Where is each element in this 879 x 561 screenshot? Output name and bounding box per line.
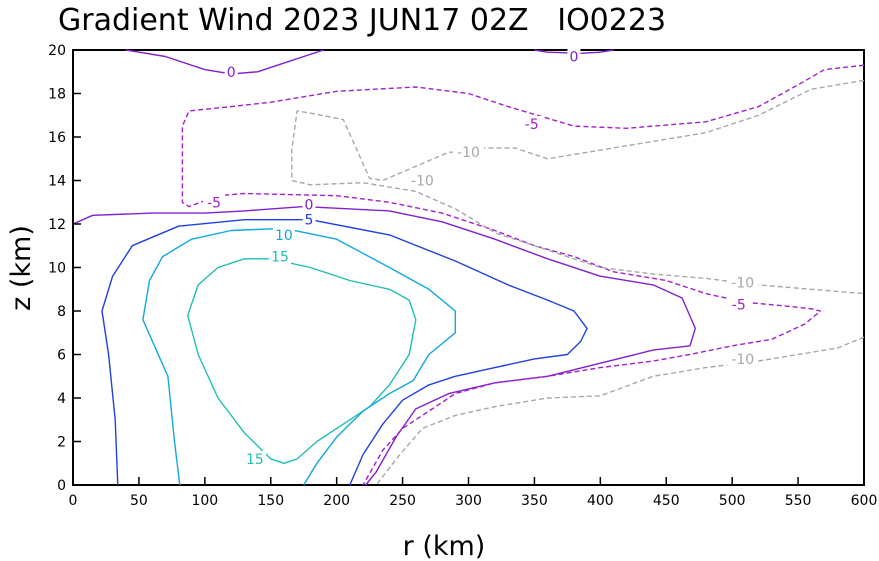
- x-tick-label: 0: [69, 493, 78, 509]
- contour-line-5: [101, 219, 588, 486]
- y-axis-ticks: 0 2 4 6 8 10 12 14 16 18 20: [48, 43, 81, 494]
- contour-label-background: [520, 115, 543, 132]
- contour-label: 10: [275, 228, 293, 244]
- y-tick-label: 10: [48, 261, 66, 277]
- contour-label: -10: [457, 145, 480, 161]
- contour-line-neg5: [181, 64, 865, 486]
- x-tick-label: 450: [653, 493, 680, 509]
- contour-layer: [72, 49, 865, 486]
- x-tick-label: 350: [521, 493, 548, 509]
- contour-label: -5: [207, 195, 221, 211]
- contour-line-neg10: [291, 79, 865, 295]
- contour-line-0: [125, 49, 324, 75]
- contour-label-background: [224, 63, 238, 80]
- contour-label: 15: [246, 452, 264, 468]
- x-tick-label: 50: [130, 493, 148, 509]
- x-tick-label: 100: [191, 493, 218, 509]
- contour-label: -5: [525, 117, 539, 133]
- contour-label: -10: [731, 352, 754, 368]
- y-axis-label: z (km): [6, 225, 37, 311]
- y-tick-label: 18: [48, 87, 66, 103]
- x-axis-ticks: 0 50 100 150 200 250 300 350 400 450 500 550 600: [69, 477, 878, 509]
- y-tick-label: 8: [57, 304, 66, 320]
- contour-label-background: [727, 274, 759, 291]
- contour-label-background: [243, 450, 266, 467]
- x-tick-label: 300: [455, 493, 482, 509]
- contour-label: 15: [271, 250, 289, 266]
- y-tick-label: 12: [48, 217, 66, 233]
- x-tick-label: 250: [389, 493, 416, 509]
- y-tick-label: 16: [48, 130, 66, 146]
- y-tick-label: 2: [57, 435, 66, 451]
- x-axis-label: r (km): [403, 531, 486, 561]
- contour-label-background: [203, 194, 226, 211]
- contour-label-background: [272, 226, 295, 243]
- contour-label-background: [302, 211, 316, 228]
- x-tick-label: 600: [851, 493, 878, 509]
- contour-label: 5: [305, 213, 314, 229]
- contour-label: 0: [305, 197, 314, 213]
- contour-label: 0: [227, 65, 236, 81]
- contour-line-0: [72, 205, 696, 486]
- y-tick-label: 0: [57, 478, 66, 494]
- y-tick-label: 20: [48, 43, 66, 59]
- contour-label-background: [727, 296, 750, 313]
- y-tick-label: 14: [48, 174, 66, 190]
- contour-line-0: [534, 49, 614, 54]
- contour-label: 0: [570, 50, 579, 66]
- chart-title: Gradient Wind 2023 JUN17 02Z IO0223: [58, 3, 666, 38]
- contour-label-background: [268, 248, 291, 265]
- x-tick-label: 150: [257, 493, 284, 509]
- y-tick-label: 6: [57, 348, 66, 364]
- contour-line-10: [142, 227, 456, 486]
- x-tick-label: 500: [719, 493, 746, 509]
- contour-line-15: [187, 258, 417, 464]
- contour-label: -10: [731, 276, 754, 292]
- contour-label-background: [406, 172, 438, 189]
- x-tick-label: 400: [587, 493, 614, 509]
- contour-label: -5: [732, 297, 746, 313]
- contour-label-background: [567, 48, 581, 65]
- x-tick-label: 200: [323, 493, 350, 509]
- contour-label-background: [453, 144, 484, 161]
- contour-label: -10: [411, 174, 434, 190]
- x-tick-label: 550: [785, 493, 812, 509]
- contour-line-neg10: [375, 336, 865, 486]
- contour-label-background: [302, 196, 316, 213]
- contour-label-background: [727, 350, 759, 367]
- y-tick-label: 4: [57, 391, 66, 407]
